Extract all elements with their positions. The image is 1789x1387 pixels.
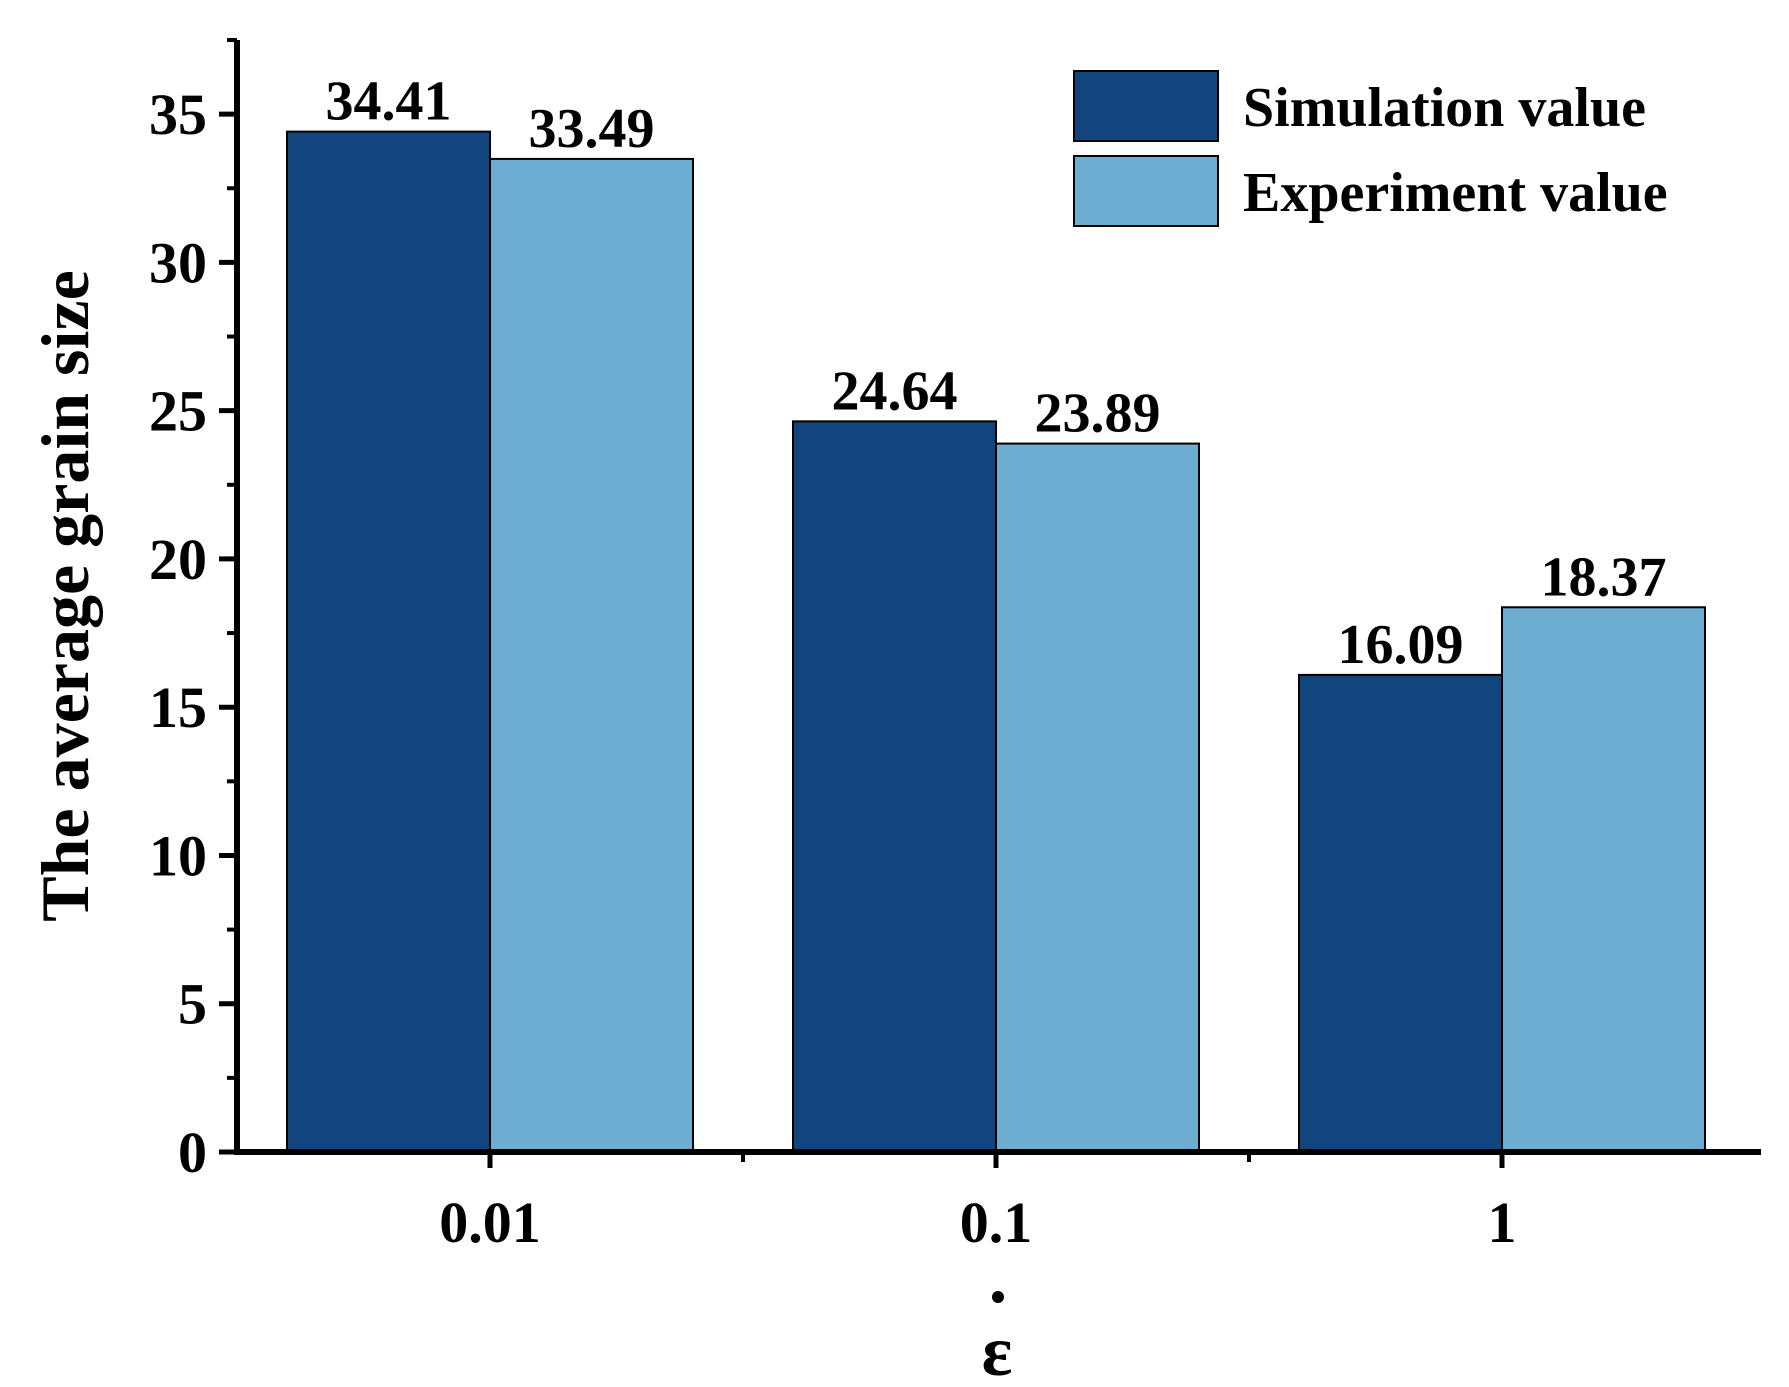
y-tick-label-15: 15 <box>149 675 207 740</box>
y-tick-label-25: 25 <box>149 379 207 444</box>
y-tick-label-20: 20 <box>149 527 207 592</box>
data-label-experiment-0.1: 23.89 <box>1035 383 1161 445</box>
y-tick-label-30: 30 <box>149 230 207 295</box>
x-tick-label-0.01: 0.01 <box>439 1190 541 1255</box>
bar-simulation-0.1 <box>792 420 997 1153</box>
y-tick-label-35: 35 <box>149 82 207 147</box>
y-tick-label-10: 10 <box>149 823 207 888</box>
bar-simulation-0.01 <box>286 130 491 1154</box>
legend: Simulation value Experiment value <box>1073 70 1668 227</box>
x-axis-label-dot <box>992 1291 1004 1303</box>
legend-label-simulation: Simulation value <box>1243 77 1646 139</box>
data-label-simulation-0.01: 34.41 <box>326 71 452 133</box>
data-label-simulation-1: 16.09 <box>1338 614 1464 676</box>
data-labels: 34.41 33.49 24.64 23.89 16.09 18.37 <box>326 71 1667 676</box>
legend-swatch-simulation <box>1073 70 1219 142</box>
legend-swatch-experiment <box>1073 155 1219 227</box>
data-label-simulation-0.1: 24.64 <box>832 360 958 422</box>
legend-label-experiment: Experiment value <box>1243 162 1668 224</box>
x-tick-label-1: 1 <box>1488 1190 1517 1255</box>
x-tick-label-0.1: 0.1 <box>960 1190 1033 1255</box>
bar-experiment-0.01 <box>489 157 694 1154</box>
x-axis-label: ε <box>982 1291 1013 1387</box>
y-tick-label-5: 5 <box>178 972 207 1037</box>
bar-simulation-1 <box>1298 673 1503 1153</box>
bar-experiment-0.1 <box>995 442 1200 1154</box>
bars-layer <box>286 130 1706 1154</box>
data-label-experiment-1: 18.37 <box>1541 546 1667 608</box>
y-tick-label-0: 0 <box>178 1120 207 1185</box>
data-label-experiment-0.01: 33.49 <box>529 98 655 160</box>
x-axis-label-symbol: ε <box>982 1311 1013 1387</box>
bar-experiment-1 <box>1501 606 1706 1153</box>
y-axis-label: The average grain size <box>27 270 103 922</box>
